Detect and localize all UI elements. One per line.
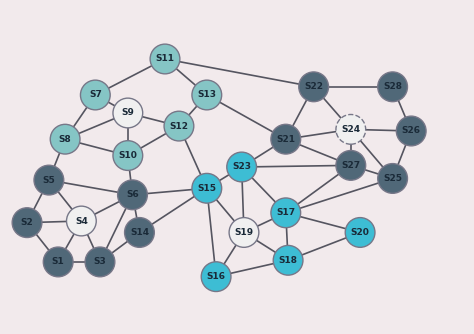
Ellipse shape bbox=[271, 124, 301, 154]
Ellipse shape bbox=[299, 72, 328, 102]
Ellipse shape bbox=[43, 247, 73, 277]
Text: S13: S13 bbox=[197, 91, 216, 100]
Ellipse shape bbox=[336, 115, 365, 144]
Ellipse shape bbox=[229, 217, 259, 247]
Ellipse shape bbox=[378, 72, 408, 102]
Text: S23: S23 bbox=[232, 163, 251, 171]
Text: S19: S19 bbox=[235, 228, 254, 237]
Text: S26: S26 bbox=[401, 127, 421, 136]
Text: S25: S25 bbox=[383, 174, 402, 183]
Text: S8: S8 bbox=[59, 135, 72, 144]
Text: S27: S27 bbox=[341, 161, 360, 170]
Ellipse shape bbox=[273, 245, 303, 275]
Text: S16: S16 bbox=[207, 272, 226, 281]
Ellipse shape bbox=[378, 164, 408, 193]
Ellipse shape bbox=[227, 152, 256, 182]
Ellipse shape bbox=[192, 80, 222, 110]
Ellipse shape bbox=[164, 111, 194, 141]
Ellipse shape bbox=[345, 217, 375, 247]
Ellipse shape bbox=[66, 206, 96, 236]
Ellipse shape bbox=[85, 247, 115, 277]
Text: S18: S18 bbox=[279, 256, 298, 265]
Text: S17: S17 bbox=[276, 208, 295, 217]
Ellipse shape bbox=[201, 262, 231, 292]
Ellipse shape bbox=[113, 98, 143, 128]
Text: S6: S6 bbox=[126, 190, 139, 199]
Text: S21: S21 bbox=[276, 135, 295, 144]
Ellipse shape bbox=[396, 116, 426, 146]
Text: S14: S14 bbox=[130, 228, 149, 237]
Text: S2: S2 bbox=[21, 218, 33, 227]
Ellipse shape bbox=[336, 151, 365, 180]
Text: S5: S5 bbox=[43, 176, 55, 185]
Text: S28: S28 bbox=[383, 82, 402, 91]
Text: S24: S24 bbox=[341, 125, 360, 134]
Ellipse shape bbox=[118, 180, 147, 210]
Text: S1: S1 bbox=[52, 258, 64, 267]
Text: S7: S7 bbox=[89, 91, 102, 100]
Text: S22: S22 bbox=[304, 82, 323, 91]
Ellipse shape bbox=[192, 173, 222, 203]
Ellipse shape bbox=[125, 217, 155, 247]
Text: S20: S20 bbox=[351, 228, 370, 237]
Ellipse shape bbox=[150, 44, 180, 74]
Text: S9: S9 bbox=[121, 109, 134, 118]
Ellipse shape bbox=[113, 141, 143, 170]
Text: S12: S12 bbox=[169, 122, 189, 131]
Text: S11: S11 bbox=[155, 54, 174, 63]
Text: S15: S15 bbox=[197, 184, 216, 193]
Text: S10: S10 bbox=[118, 151, 137, 160]
Ellipse shape bbox=[50, 124, 80, 154]
Text: S3: S3 bbox=[93, 258, 106, 267]
Ellipse shape bbox=[34, 165, 64, 195]
Ellipse shape bbox=[271, 198, 301, 228]
Text: S4: S4 bbox=[75, 216, 88, 225]
Ellipse shape bbox=[12, 208, 42, 237]
Ellipse shape bbox=[81, 80, 110, 110]
